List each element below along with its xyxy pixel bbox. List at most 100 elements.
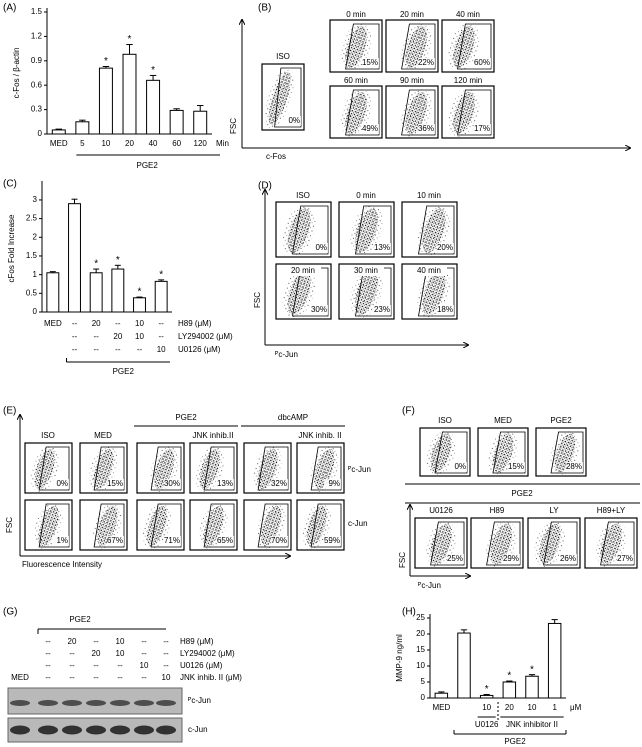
percent-bg — [418, 124, 435, 134]
treatment-cell: 20 — [68, 637, 77, 646]
plot-label: ISO — [296, 191, 310, 200]
plot-label: 20 min — [400, 10, 424, 19]
x-axis-label: c-Fos — [266, 152, 286, 161]
plot-label: PGE2 — [550, 416, 572, 425]
treatment-cell: -- — [72, 319, 78, 328]
gate — [292, 267, 329, 317]
percent-label: 67% — [107, 536, 123, 545]
gate — [543, 521, 578, 566]
gate — [355, 267, 392, 317]
gate — [418, 205, 455, 255]
group-label: PGE2 — [504, 737, 526, 746]
treatment-label: U0126 (μM) — [178, 345, 221, 354]
significance-mark: * — [104, 56, 108, 67]
treatment-cell: -- — [94, 332, 100, 341]
subgroup-label: U0126 — [475, 720, 499, 729]
significance-mark: * — [485, 684, 489, 695]
x-tick-label: 1 — [552, 703, 557, 712]
gate — [401, 23, 436, 70]
group-label: PGE2 — [511, 489, 533, 498]
treatment-cell: -- — [163, 637, 169, 646]
y-axis-label: MMP-9 ng/ml — [395, 634, 404, 682]
percent-bg — [217, 536, 234, 546]
percent-label: 22% — [418, 58, 434, 67]
percent-label: 25% — [447, 554, 463, 563]
cell-cloud-halo — [265, 68, 295, 129]
y-tick-label: 1.5 — [26, 251, 38, 260]
column-label: JNK inhib. II — [298, 431, 341, 440]
bar — [51, 129, 66, 135]
significance-mark: * — [94, 259, 98, 270]
plot-label: MED — [494, 416, 512, 425]
gate — [93, 503, 125, 548]
y-tick-label: 2 — [33, 232, 38, 241]
group-label: PGE2 — [137, 161, 159, 170]
significance-mark: * — [507, 671, 511, 682]
x-axis-label: ᴾc-Jun — [418, 581, 441, 590]
y-tick-label: 15 — [416, 645, 425, 654]
y-tick-label: 1.5 — [31, 7, 43, 16]
treatment-cell: -- — [94, 345, 100, 354]
bar — [457, 632, 471, 699]
treatment-label: LY294002 (μM) — [178, 332, 233, 341]
treatment-cell: -- — [45, 637, 51, 646]
gate — [434, 431, 468, 474]
percent-bg — [374, 243, 391, 253]
plot-label: 10 min — [417, 191, 441, 200]
treatment-cell: 20 — [113, 332, 122, 341]
percent-bg — [164, 479, 181, 489]
percent-bg — [311, 243, 328, 253]
y-tick-label: 0 — [33, 307, 38, 316]
x-axis-label: ᴾc-Jun — [275, 350, 298, 359]
percent-bg — [284, 116, 301, 126]
gate — [257, 503, 289, 548]
cell-cloud-halo — [282, 205, 316, 256]
treatment-cell: -- — [93, 637, 99, 646]
percent-bg — [474, 58, 491, 68]
bar — [111, 268, 125, 313]
y-tick-label: 20 — [416, 629, 425, 638]
band-label: c-Jun — [188, 725, 208, 734]
bar — [98, 67, 113, 135]
gate — [355, 205, 392, 255]
x-tick-label: 120 — [194, 139, 208, 148]
group-label: dbcAMP — [278, 413, 308, 422]
percent-bg — [362, 124, 379, 134]
plot-label: 30 min — [354, 266, 378, 275]
treatment-cell: -- — [93, 661, 99, 670]
band — [156, 700, 176, 706]
y-axis-label: FSC — [5, 517, 14, 533]
treatment-cell: 20 — [92, 649, 101, 658]
plot-label: H89+LY — [597, 506, 626, 515]
treatment-cell: -- — [72, 345, 78, 354]
plot-label: 40 min — [417, 266, 441, 275]
gate — [418, 267, 455, 317]
cell-cloud-halo — [142, 503, 171, 549]
gate — [38, 503, 70, 548]
percent-label: 0% — [56, 479, 68, 488]
treatment-cell: 10 — [116, 649, 125, 658]
percent-label: 20% — [437, 243, 453, 252]
plot-label: U0126 — [429, 506, 453, 515]
percent-bg — [566, 462, 583, 472]
percent-bg — [503, 554, 520, 564]
column-label: JNK inhib.II — [193, 431, 234, 440]
band — [110, 725, 130, 735]
percent-bg — [450, 462, 467, 472]
percent-label: 30% — [311, 305, 327, 314]
percent-label: 18% — [437, 305, 453, 314]
x-tick-label: 40 — [149, 139, 158, 148]
bar — [122, 53, 137, 135]
significance-mark: * — [138, 287, 142, 298]
band — [10, 700, 30, 706]
percent-label: 0% — [315, 243, 327, 252]
percent-label: 30% — [164, 479, 180, 488]
percent-label: 23% — [374, 305, 390, 314]
percent-bg — [311, 305, 328, 315]
plot-label: 60 min — [344, 76, 368, 85]
treatment-cell: MED — [11, 673, 29, 682]
percent-label: 15% — [362, 58, 378, 67]
band — [134, 700, 154, 706]
significance-mark: * — [151, 65, 155, 76]
percent-label: 36% — [418, 124, 434, 133]
